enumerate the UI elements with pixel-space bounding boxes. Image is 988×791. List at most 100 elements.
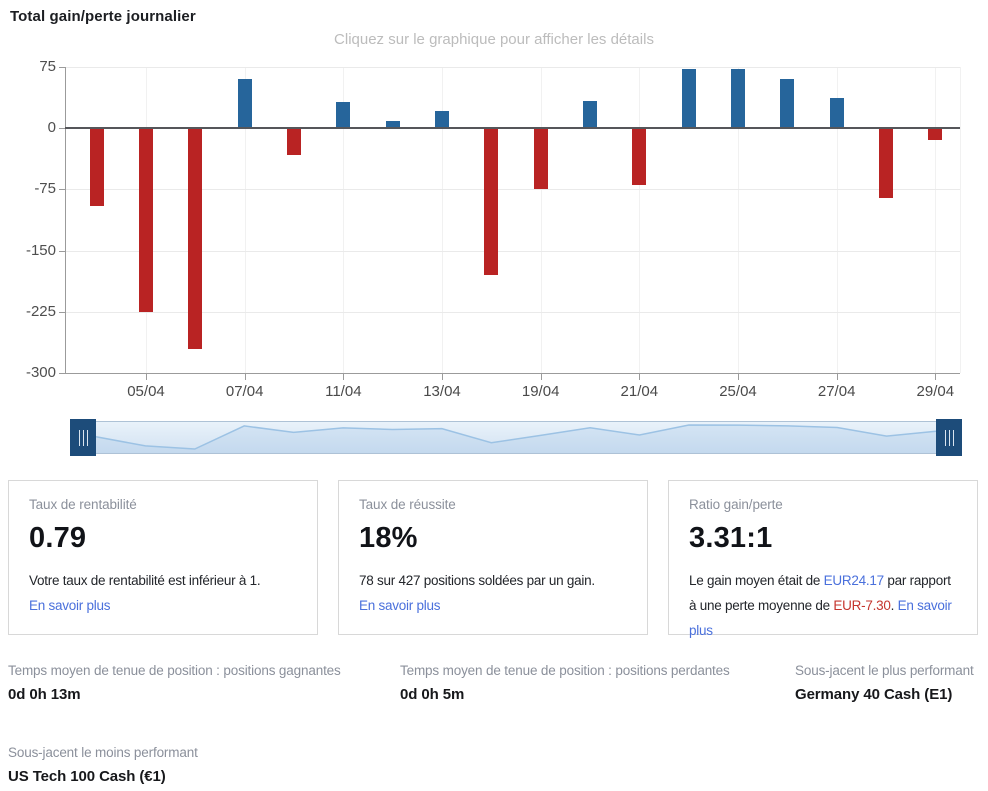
card-value: 0.79 xyxy=(29,522,87,554)
x-axis-label: 19/04 xyxy=(521,383,560,400)
gain-loss-bar[interactable] xyxy=(583,101,597,129)
vertical-gridline xyxy=(244,67,246,373)
description-text: Le gain moyen était de xyxy=(689,573,824,588)
y-axis-tick xyxy=(59,312,65,313)
gain-loss-bar[interactable] xyxy=(287,128,301,156)
x-axis-line xyxy=(65,373,960,374)
x-axis-label: 21/04 xyxy=(620,383,659,400)
horizontal-gridline xyxy=(65,67,960,68)
gain-loss-bar[interactable] xyxy=(879,128,893,198)
x-axis-tick xyxy=(540,374,542,380)
stat-value: 0d 0h 5m xyxy=(400,686,465,703)
y-axis-tick xyxy=(59,128,65,129)
x-axis-label: 29/04 xyxy=(916,383,955,400)
y-axis-label: -150 xyxy=(25,242,56,259)
y-axis-label: -300 xyxy=(25,364,56,381)
learn-more-link[interactable]: En savoir plus xyxy=(689,598,952,638)
gain-loss-bar[interactable] xyxy=(139,128,153,312)
gain-loss-bar[interactable] xyxy=(435,111,449,129)
stat-worst-underlying: Sous-jacent le moins performant US Tech … xyxy=(8,745,198,785)
y-axis-line xyxy=(65,67,66,373)
description-text: par rapport à une perte moyenne de xyxy=(689,573,951,613)
gain-loss-bar[interactable] xyxy=(780,79,795,129)
card-value: 3.31:1 xyxy=(689,522,773,554)
x-axis-tick xyxy=(442,374,443,380)
vertical-gridline xyxy=(960,67,961,373)
card-profitability-rate: Taux de rentabilité 0.79 Votre taux de r… xyxy=(8,480,318,635)
average-loss-value: EUR-7.30 xyxy=(833,598,891,613)
gain-loss-bar[interactable] xyxy=(385,120,400,129)
learn-more-link[interactable]: En savoir plus xyxy=(29,598,111,613)
grip-lines-icon xyxy=(82,429,84,446)
stat-best-underlying: Sous-jacent le plus performant Germany 4… xyxy=(795,663,974,703)
y-axis-tick xyxy=(59,67,65,68)
gain-loss-bar[interactable] xyxy=(188,128,203,349)
stat-value: Germany 40 Cash (E1) xyxy=(795,686,953,703)
stat-label: Temps moyen de tenue de position : posit… xyxy=(400,663,730,678)
stat-avg-hold-winning: Temps moyen de tenue de position : posit… xyxy=(8,663,341,703)
average-gain-value: EUR24.17 xyxy=(823,573,885,588)
description-text: . xyxy=(890,598,898,613)
gain-loss-bar[interactable] xyxy=(928,128,943,141)
y-axis-label: -75 xyxy=(34,180,56,197)
card-label: Taux de rentabilité xyxy=(29,497,137,512)
stat-label: Sous-jacent le plus performant xyxy=(795,663,974,678)
y-axis-label: 0 xyxy=(47,119,56,136)
gain-loss-bar[interactable] xyxy=(484,128,499,276)
y-axis-tick xyxy=(59,373,65,374)
x-axis-tick xyxy=(146,374,147,380)
x-axis-tick xyxy=(738,374,739,380)
card-label: Taux de réussite xyxy=(359,497,456,512)
zero-axis-line xyxy=(65,127,960,129)
card-value: 18% xyxy=(359,522,418,554)
card-description: Votre taux de rentabilité est inférieur … xyxy=(29,573,261,588)
x-axis-label: 13/04 xyxy=(423,383,461,400)
gain-loss-bar[interactable] xyxy=(237,79,252,129)
stat-label: Temps moyen de tenue de position : posit… xyxy=(8,663,341,678)
gain-loss-bar[interactable] xyxy=(89,128,104,206)
y-axis-tick xyxy=(59,189,65,190)
navigator-series-line xyxy=(95,424,937,453)
card-success-rate: Taux de réussite 18% 78 sur 427 position… xyxy=(338,480,648,635)
x-axis-label: 05/04 xyxy=(127,383,165,400)
gain-loss-bar[interactable] xyxy=(336,102,351,129)
navigator-left-handle-icon[interactable] xyxy=(70,419,96,456)
stat-avg-hold-losing: Temps moyen de tenue de position : posit… xyxy=(400,663,730,703)
navigator-right-handle-icon[interactable] xyxy=(936,419,962,456)
card-description: Le gain moyen était de EUR24.17 par rapp… xyxy=(689,568,957,643)
vertical-gridline xyxy=(639,67,641,373)
x-axis-label: 25/04 xyxy=(719,383,757,400)
metric-cards-row: Taux de rentabilité 0.79 Votre taux de r… xyxy=(8,480,978,638)
vertical-gridline xyxy=(540,67,542,373)
gain-loss-bar[interactable] xyxy=(681,68,696,129)
vertical-gridline xyxy=(442,67,443,373)
vertical-gridline xyxy=(343,67,345,373)
vertical-gridline xyxy=(935,67,937,373)
gain-loss-bar[interactable] xyxy=(731,69,745,129)
gain-loss-bar[interactable] xyxy=(829,98,844,129)
stat-value: US Tech 100 Cash (€1) xyxy=(8,768,166,785)
y-axis-tick xyxy=(59,251,65,252)
x-axis-tick xyxy=(935,374,937,380)
grip-lines-icon xyxy=(948,429,950,446)
x-axis-tick xyxy=(244,374,246,380)
vertical-gridline xyxy=(738,67,739,373)
y-axis-label: -225 xyxy=(25,303,56,320)
gain-loss-bar[interactable] xyxy=(533,128,548,190)
stat-label: Sous-jacent le moins performant xyxy=(8,745,198,760)
x-axis-tick xyxy=(343,374,345,380)
x-axis-label: 07/04 xyxy=(225,383,264,400)
gain-loss-bar[interactable] xyxy=(632,128,647,186)
page-title: Total gain/perte journalier xyxy=(10,8,196,25)
chart-subtitle: Cliquez sur le graphique pour afficher l… xyxy=(334,31,654,48)
card-gain-loss-ratio: Ratio gain/perte 3.31:1 Le gain moyen ét… xyxy=(668,480,978,638)
vertical-gridline xyxy=(836,67,838,373)
learn-more-link[interactable]: En savoir plus xyxy=(359,598,441,613)
y-axis-label: 75 xyxy=(39,58,56,75)
daily-gain-loss-chart[interactable]: 75 0 -75 -150 -225 -300 05/04 07/04 11/04 13/04 19… xyxy=(0,0,988,415)
stat-value: 0d 0h 13m xyxy=(8,686,81,703)
chart-range-navigator[interactable] xyxy=(70,419,962,456)
x-axis-label: 11/04 xyxy=(325,383,362,400)
x-axis-tick xyxy=(836,374,838,380)
x-axis-label: 27/04 xyxy=(817,383,856,400)
